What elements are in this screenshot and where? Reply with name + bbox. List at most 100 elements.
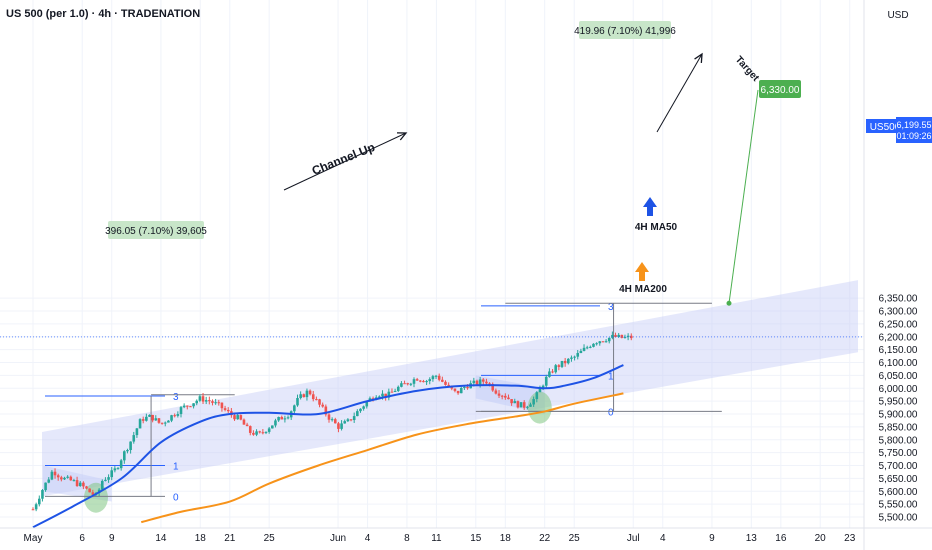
candle-body [419,380,422,382]
candle-body [113,468,117,471]
target-arrow [656,53,703,133]
candle-body [104,479,107,481]
candle-body [390,391,394,393]
candle-body [82,482,85,487]
channel-up-band [42,280,858,497]
y-tick-label: 6,000.00 [879,384,918,395]
candle-body [573,356,576,358]
candle-body [56,475,60,478]
candle-body [415,379,419,381]
candle-body [311,394,315,400]
x-axis[interactable]: May 6 9 14 18 21 25 Jun 4 8 11 15 18 22 25 Jul 4 9 13 16 20 2… [24,533,856,544]
x-tick-label: 18 [500,533,512,544]
svg-text:396.05 (7.10%) 39,605: 396.05 (7.10%) 39,605 [105,226,207,237]
candle-body [365,401,369,407]
candle-body [510,399,513,404]
measure-label-left: 396.05 (7.10%) 39,605 [105,221,207,239]
candle-body [434,375,438,377]
candle-body [626,335,630,338]
candle-body [441,379,444,382]
fib-label: 0 [173,492,179,503]
candle-body [601,341,605,343]
candle-body [293,405,296,412]
candle-body [456,390,460,394]
candle-body [296,398,299,406]
candle-body [182,405,186,408]
candle-body [214,402,217,404]
candle-body [119,460,123,469]
candle-body [201,396,205,402]
current-price-tag: US500 6,199.55 01:09:26 [866,117,932,143]
candle-body [497,393,501,396]
candle-body [532,399,535,405]
target-price-badge: 6,330.00 [759,80,801,98]
candle-body [516,401,520,408]
candle-body [447,384,450,386]
candle-body [110,470,114,478]
candle-body [31,509,35,511]
svg-text:US500: US500 [870,122,901,133]
y-tick-label: 5,700.00 [879,461,918,472]
channel-arrow-head [396,132,408,141]
candle-body [160,422,164,424]
measure-lines [150,302,722,497]
candle-body [327,414,331,420]
candle-body [513,401,517,404]
candle-body [34,504,38,510]
candle-body [387,391,391,398]
y-tick-label: 6,300.00 [879,307,918,318]
candle-body [123,451,126,461]
x-tick-label: 13 [746,533,758,544]
channel-arrow [283,132,407,191]
candle-body [425,381,428,383]
candle-body [129,441,132,451]
x-tick-label: 15 [470,533,482,544]
candle-body [41,490,44,499]
candle-body [544,376,548,386]
candle-body [412,379,416,384]
candle-body [598,341,602,344]
y-tick-label: 5,500.00 [879,513,918,524]
ma200-line [140,392,624,524]
y-tick-label: 6,200.00 [879,332,918,343]
candle-body [378,396,381,398]
x-tick-label: 9 [709,533,715,544]
candle-body [69,476,73,481]
candle-body [330,419,334,421]
candle-body [406,383,410,385]
candle-body [198,396,202,401]
candle-body [548,371,551,377]
x-tick-label: 25 [569,533,581,544]
candle-body [466,386,469,389]
candle-body [472,380,476,384]
y-axis[interactable]: 5,500.00 5,550.00 5,600.00 5,650.00 5,700.00… [879,294,918,524]
candle-body [488,383,491,385]
x-tick-label: 6 [79,533,85,544]
candle-body [286,417,290,419]
candle-body [592,343,595,347]
candle-body [107,477,110,480]
x-tick-label: Jul [627,533,640,544]
support-circle-june [527,391,552,424]
x-tick-label: May [24,533,43,544]
candle-body [422,381,425,383]
candle-body [343,421,347,424]
candle-body [233,415,236,420]
x-tick-label: 21 [224,533,236,544]
candle-body [126,450,129,452]
target-point [726,300,732,306]
candle-body [223,408,227,410]
candle-body [138,419,142,429]
candle-body [349,419,353,421]
candle-body [463,386,466,388]
candle-body [277,416,280,421]
candle-body [563,360,567,364]
candle-body [299,394,302,399]
candle-body [151,414,154,421]
candle-body [362,406,365,409]
candle-body [384,393,387,398]
y-tick-label: 5,800.00 [879,435,918,446]
svg-text:6,199.55: 6,199.55 [896,120,931,130]
candle-body [78,482,82,487]
